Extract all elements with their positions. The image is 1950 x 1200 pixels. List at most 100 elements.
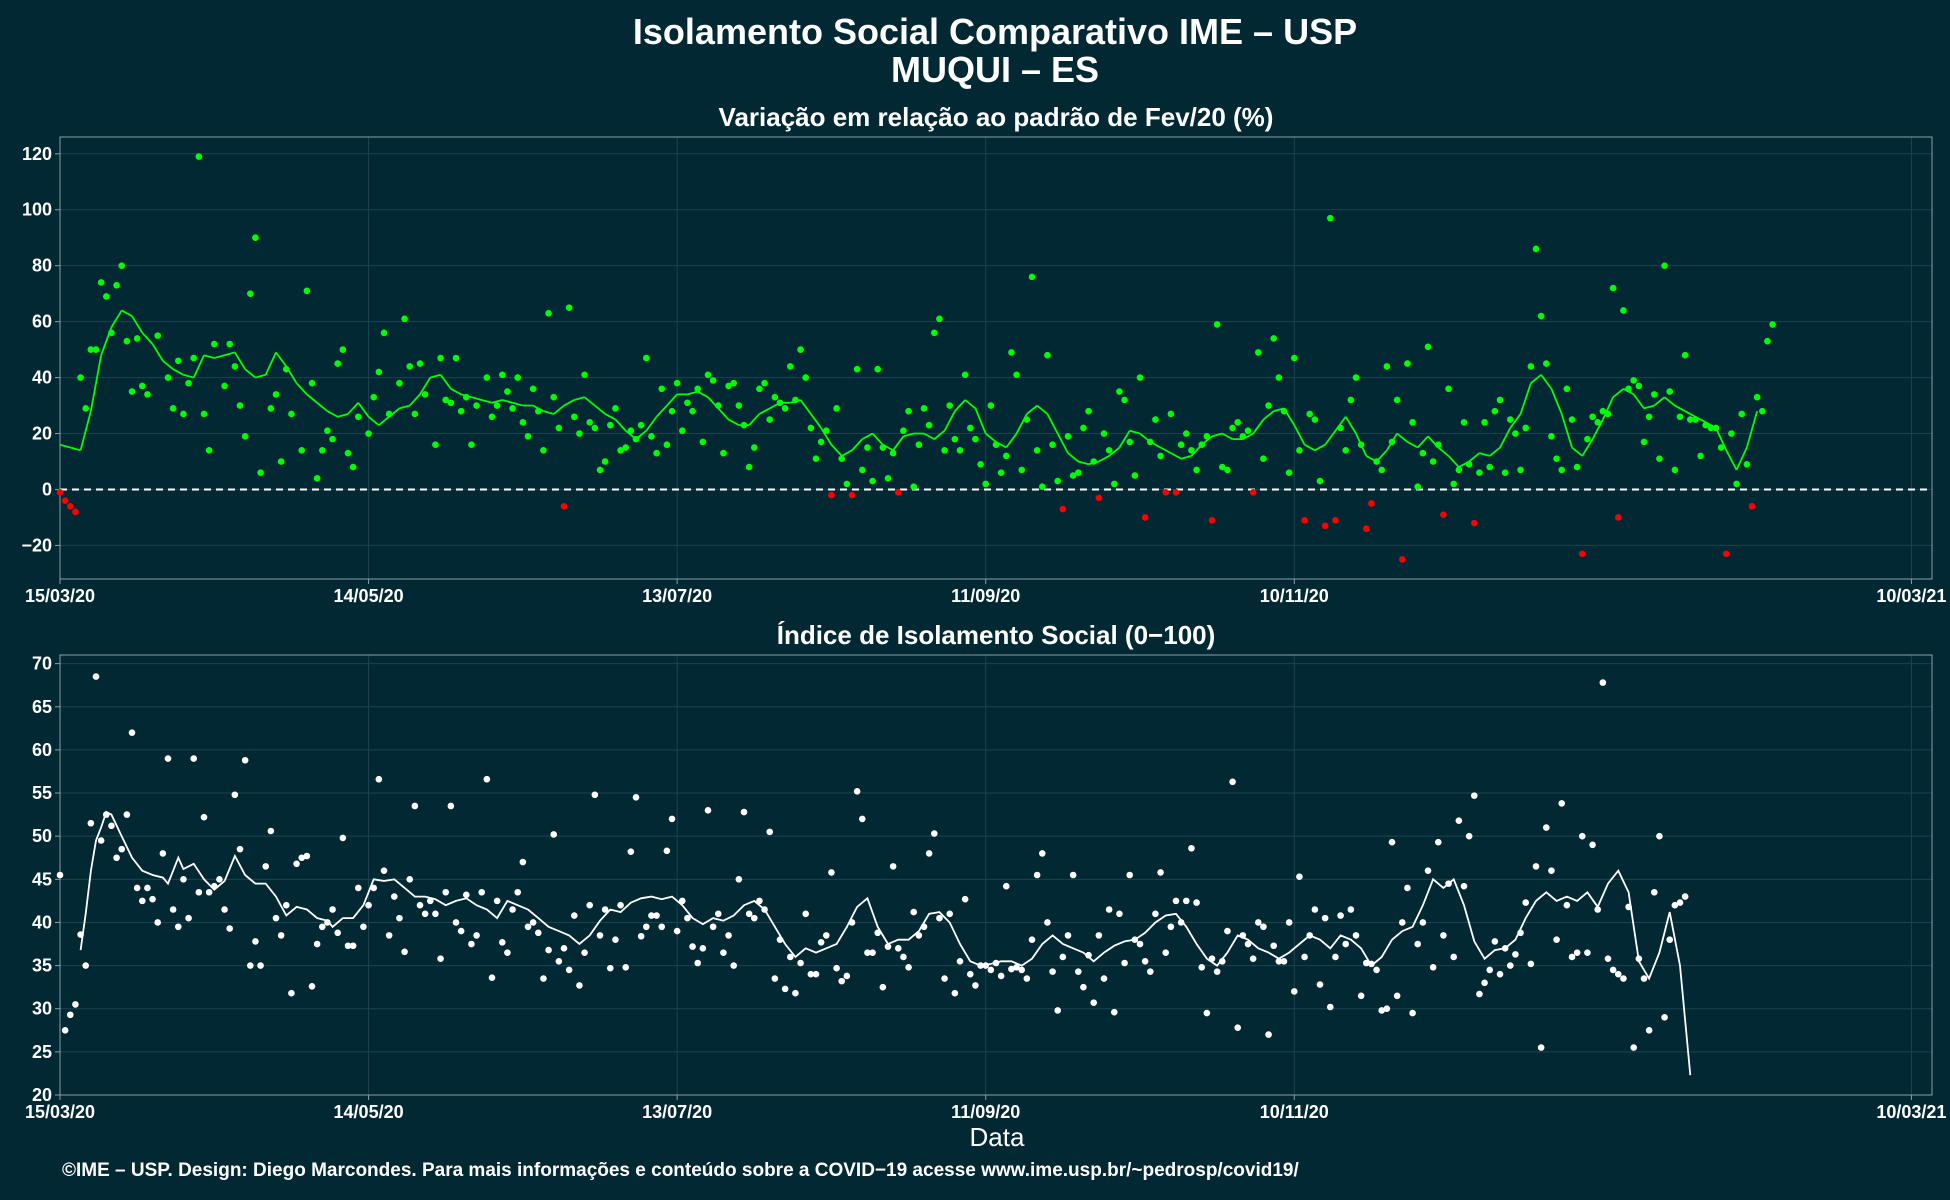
data-point bbox=[113, 281, 120, 289]
data-point bbox=[997, 972, 1005, 980]
data-point bbox=[714, 910, 722, 918]
moving-average-segment bbox=[614, 418, 627, 432]
data-point bbox=[1244, 940, 1252, 948]
data-point bbox=[807, 970, 815, 978]
moving-average-segment bbox=[1550, 388, 1563, 415]
data-point bbox=[730, 962, 738, 969]
data-point bbox=[1059, 953, 1067, 961]
moving-average-segment bbox=[1396, 432, 1408, 443]
data-point bbox=[828, 869, 835, 876]
data-point bbox=[982, 480, 990, 488]
data-point bbox=[1527, 960, 1535, 968]
data-point bbox=[154, 919, 162, 926]
data-point bbox=[339, 834, 347, 842]
moving-average-segment bbox=[1664, 396, 1676, 407]
moving-average-segment bbox=[1571, 446, 1583, 457]
moving-average-segment bbox=[1078, 460, 1089, 466]
moving-average-segment bbox=[1479, 452, 1490, 457]
panel-1-plot: −20 0 20 40 60 80 100 120 15/03/20 14/05/20 13/07/… bbox=[21, 136, 1946, 606]
data-point bbox=[920, 923, 928, 931]
data-point bbox=[570, 413, 578, 421]
data-point bbox=[483, 374, 491, 381]
data-point bbox=[236, 845, 244, 853]
data-point bbox=[185, 379, 192, 387]
data-point bbox=[1414, 483, 1422, 490]
data-point bbox=[673, 379, 681, 387]
data-point bbox=[1383, 363, 1391, 370]
data-point bbox=[324, 427, 331, 435]
data-point bbox=[1532, 863, 1540, 870]
data-point bbox=[570, 912, 578, 919]
data-point bbox=[1517, 929, 1524, 937]
data-point bbox=[195, 888, 203, 896]
data-point bbox=[977, 962, 984, 969]
data-point bbox=[1095, 932, 1103, 939]
data-point bbox=[483, 775, 491, 783]
data-point bbox=[1578, 550, 1586, 558]
data-point bbox=[421, 910, 429, 918]
data-point bbox=[524, 923, 532, 931]
data-point bbox=[416, 901, 424, 909]
data-point bbox=[581, 949, 588, 956]
data-point bbox=[1758, 407, 1766, 415]
data-point bbox=[915, 932, 923, 939]
y-tick-label: 40 bbox=[32, 912, 52, 932]
data-point bbox=[1404, 884, 1411, 892]
data-point bbox=[246, 962, 254, 969]
data-point bbox=[1254, 349, 1262, 356]
data-point bbox=[200, 813, 208, 821]
data-point bbox=[236, 402, 244, 409]
data-point bbox=[560, 502, 568, 510]
data-point bbox=[1398, 556, 1406, 563]
data-point bbox=[658, 385, 666, 393]
data-point bbox=[1676, 413, 1684, 421]
data-point bbox=[529, 385, 537, 393]
data-point bbox=[462, 891, 470, 899]
data-point bbox=[1656, 832, 1663, 840]
data-point bbox=[1002, 452, 1010, 460]
data-point bbox=[87, 819, 95, 827]
moving-average-segment bbox=[1211, 432, 1223, 438]
data-point bbox=[930, 830, 938, 837]
data-point bbox=[1064, 932, 1072, 939]
moving-average-segment bbox=[1674, 404, 1686, 412]
moving-average-segment bbox=[224, 351, 236, 357]
data-point bbox=[1193, 899, 1200, 906]
data-point bbox=[1167, 410, 1175, 418]
data-point bbox=[375, 368, 383, 376]
data-point bbox=[756, 897, 763, 905]
data-point bbox=[82, 962, 90, 969]
data-point bbox=[1573, 949, 1581, 956]
data-point bbox=[673, 927, 681, 935]
data-point bbox=[797, 959, 804, 967]
data-point bbox=[1332, 953, 1339, 961]
data-point bbox=[1080, 424, 1087, 432]
data-point bbox=[1038, 850, 1046, 857]
data-point bbox=[822, 427, 830, 435]
data-point bbox=[442, 396, 450, 404]
data-point bbox=[473, 402, 480, 409]
data-point bbox=[838, 977, 846, 985]
data-point bbox=[1254, 919, 1262, 926]
moving-average-segment bbox=[439, 374, 452, 390]
moving-average-segment bbox=[1653, 396, 1666, 407]
data-point bbox=[1054, 1007, 1062, 1014]
moving-average-segment bbox=[430, 373, 441, 379]
data-point bbox=[308, 982, 316, 990]
data-point bbox=[1285, 919, 1293, 926]
data-point bbox=[118, 262, 126, 269]
data-point bbox=[956, 957, 964, 965]
data-point bbox=[534, 929, 542, 937]
data-point bbox=[1661, 262, 1668, 269]
moving-average-segment bbox=[728, 418, 740, 426]
data-point bbox=[1357, 441, 1365, 449]
data-point bbox=[1311, 906, 1319, 913]
data-point bbox=[781, 405, 789, 412]
moving-average-segment bbox=[1632, 393, 1645, 409]
data-point bbox=[1419, 919, 1427, 926]
data-point bbox=[591, 424, 599, 432]
data-point bbox=[478, 888, 486, 896]
data-point bbox=[318, 923, 326, 931]
moving-average-segment bbox=[1519, 382, 1532, 415]
data-point bbox=[1337, 424, 1344, 432]
